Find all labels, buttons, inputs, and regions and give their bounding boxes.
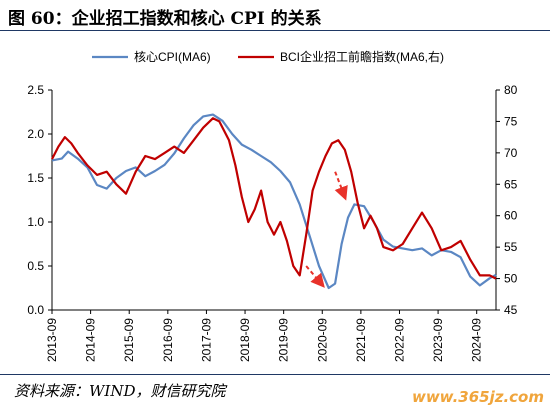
y-right-tick-label: 65 — [504, 177, 518, 191]
y-left-tick-label: 2.0 — [27, 127, 44, 141]
source-note: 资料来源：WIND，财信研究院 — [14, 382, 226, 400]
legend-label-bci: BCI企业招工前瞻指数(MA6,右) — [280, 49, 444, 64]
y-right-tick-label: 45 — [504, 303, 518, 317]
series-line-bci — [51, 117, 497, 280]
y-left-tick-label: 0.0 — [27, 303, 44, 317]
x-tick-label: 2017-09 — [199, 318, 213, 362]
x-tick-label: 2023-09 — [431, 318, 445, 362]
chart-title: 图 60：企业招工指数和核心 CPI 的关系 — [8, 9, 322, 29]
x-tick-label: 2018-09 — [238, 318, 252, 362]
chart-canvas: 0.0 0.5 1.0 1.5 2.0 2.5 45 50 55 60 65 70 75 80 2013-0… — [27, 49, 518, 362]
watermark-text: www.365jz.com — [411, 388, 544, 406]
x-tick-label: 2013-09 — [45, 318, 59, 362]
x-tick-label: 2014-09 — [84, 318, 98, 362]
x-tick-label: 2022-09 — [392, 318, 406, 362]
y-left-tick-label: 1.5 — [27, 171, 44, 185]
y-right-tick-label: 55 — [504, 240, 518, 254]
legend-label-core-cpi: 核心CPI(MA6) — [134, 50, 211, 64]
y-right-tick-label: 60 — [504, 209, 518, 223]
title-divider — [0, 30, 550, 31]
y-left-tick-label: 2.5 — [27, 83, 44, 97]
trend-arrow — [334, 171, 348, 201]
y-left-tick-label: 1.0 — [27, 215, 44, 229]
source-divider — [0, 374, 550, 375]
y-right-tick-label: 50 — [504, 272, 518, 286]
x-tick-label: 2021-09 — [354, 318, 368, 362]
y-right-tick-label: 80 — [504, 83, 518, 97]
x-tick-label: 2016-09 — [161, 318, 175, 362]
x-tick-label: 2020-09 — [315, 318, 329, 362]
x-tick-label: 2015-09 — [122, 318, 136, 362]
x-tick-label: 2024-09 — [470, 318, 484, 362]
y-right-tick-label: 70 — [504, 146, 518, 160]
series-line-core-cpi — [51, 113, 497, 290]
y-right-tick-label: 75 — [504, 114, 518, 128]
y-left-tick-label: 0.5 — [27, 259, 44, 273]
x-tick-label: 2019-09 — [277, 318, 291, 362]
